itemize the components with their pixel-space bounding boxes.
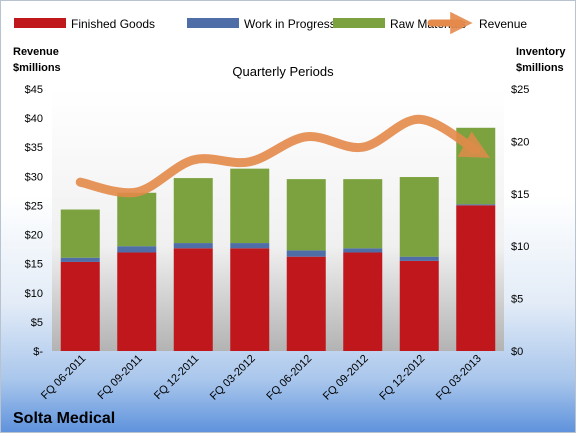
left-axis-title-line2: $millions: [13, 62, 61, 74]
x-tick-label: FQ 03-2013: [434, 353, 484, 403]
bar-finished-goods: [343, 252, 383, 351]
company-name: Solta Medical: [13, 410, 115, 427]
bar-work-in-progress: [173, 243, 213, 249]
revenue-line: [75, 114, 490, 198]
legend-label-revenue: Revenue: [479, 17, 527, 31]
bar-raw-materials: [60, 209, 100, 258]
right-tick-label: $5: [511, 294, 523, 306]
legend-swatch-finished-goods: [14, 18, 66, 28]
bar-raw-materials: [286, 179, 326, 251]
bar-finished-goods: [286, 256, 326, 351]
x-tick-label: FQ 12-2012: [377, 353, 427, 403]
right-tick-label: $25: [511, 84, 529, 96]
left-tick-label: $10: [25, 288, 43, 300]
left-tick-label: $45: [25, 84, 43, 96]
bar-raw-materials: [117, 192, 157, 247]
bar-finished-goods: [230, 248, 270, 351]
legend-swatch-raw-materials: [333, 18, 385, 28]
legend: Finished Goods Work in Progress Raw Mate…: [14, 11, 527, 35]
right-tick-label: $10: [511, 241, 529, 253]
bar-work-in-progress: [399, 256, 439, 261]
bar-raw-materials: [399, 177, 439, 257]
legend-label-work-in-progress: Work in Progress: [244, 17, 336, 31]
bar-work-in-progress: [286, 250, 326, 257]
left-tick-label: $20: [25, 230, 43, 242]
x-tick-label: FQ 09-2011: [95, 353, 144, 402]
left-axis-title-line1: Revenue: [13, 46, 59, 58]
bar-raw-materials: [173, 178, 213, 244]
bar-raw-materials: [343, 179, 383, 249]
right-tick-label: $0: [511, 346, 523, 358]
left-axis: $- $5 $10 $15 $20 $25 $30 $35 $40 $45: [25, 84, 44, 358]
bar-work-in-progress: [456, 204, 496, 206]
left-tick-label: $30: [25, 171, 43, 183]
bar-finished-goods: [456, 205, 496, 351]
x-tick-label: FQ 09-2012: [321, 353, 371, 403]
left-tick-label: $35: [25, 142, 43, 154]
bars-layer: [60, 127, 496, 351]
chart-title: Quarterly Periods: [232, 64, 334, 79]
x-tick-label: FQ 12-2011: [152, 353, 201, 402]
legend-label-finished-goods: Finished Goods: [71, 17, 155, 31]
left-tick-label: $15: [25, 259, 43, 271]
bar-finished-goods: [399, 260, 439, 351]
right-tick-label: $15: [511, 189, 529, 201]
bar-work-in-progress: [117, 246, 157, 253]
left-tick-label: $25: [25, 200, 43, 212]
x-tick-label: FQ 06-2011: [39, 353, 88, 402]
right-axis-title-line2: $millions: [516, 62, 564, 74]
bar-raw-materials: [230, 168, 270, 244]
bar-work-in-progress: [343, 248, 383, 253]
x-tick-label: FQ 03-2012: [208, 353, 258, 403]
bar-work-in-progress: [60, 257, 100, 262]
right-axis: $0 $5 $10 $15 $20 $25: [511, 84, 529, 358]
left-tick-label: $40: [25, 113, 43, 125]
legend-swatch-work-in-progress: [187, 18, 239, 28]
x-tick-label: FQ 06-2012: [264, 353, 314, 403]
x-axis: FQ 06-2011 FQ 09-2011 FQ 12-2011 FQ 03-2012…: [39, 353, 484, 403]
revenue-layer: [75, 114, 490, 198]
bar-work-in-progress: [230, 243, 270, 249]
right-axis-title-line1: Inventory: [516, 46, 566, 58]
right-tick-label: $20: [511, 136, 529, 148]
bar-finished-goods: [60, 261, 100, 351]
bar-finished-goods: [117, 252, 157, 351]
left-tick-label: $5: [31, 317, 43, 329]
left-tick-label: $-: [33, 346, 43, 358]
bar-finished-goods: [173, 248, 213, 351]
